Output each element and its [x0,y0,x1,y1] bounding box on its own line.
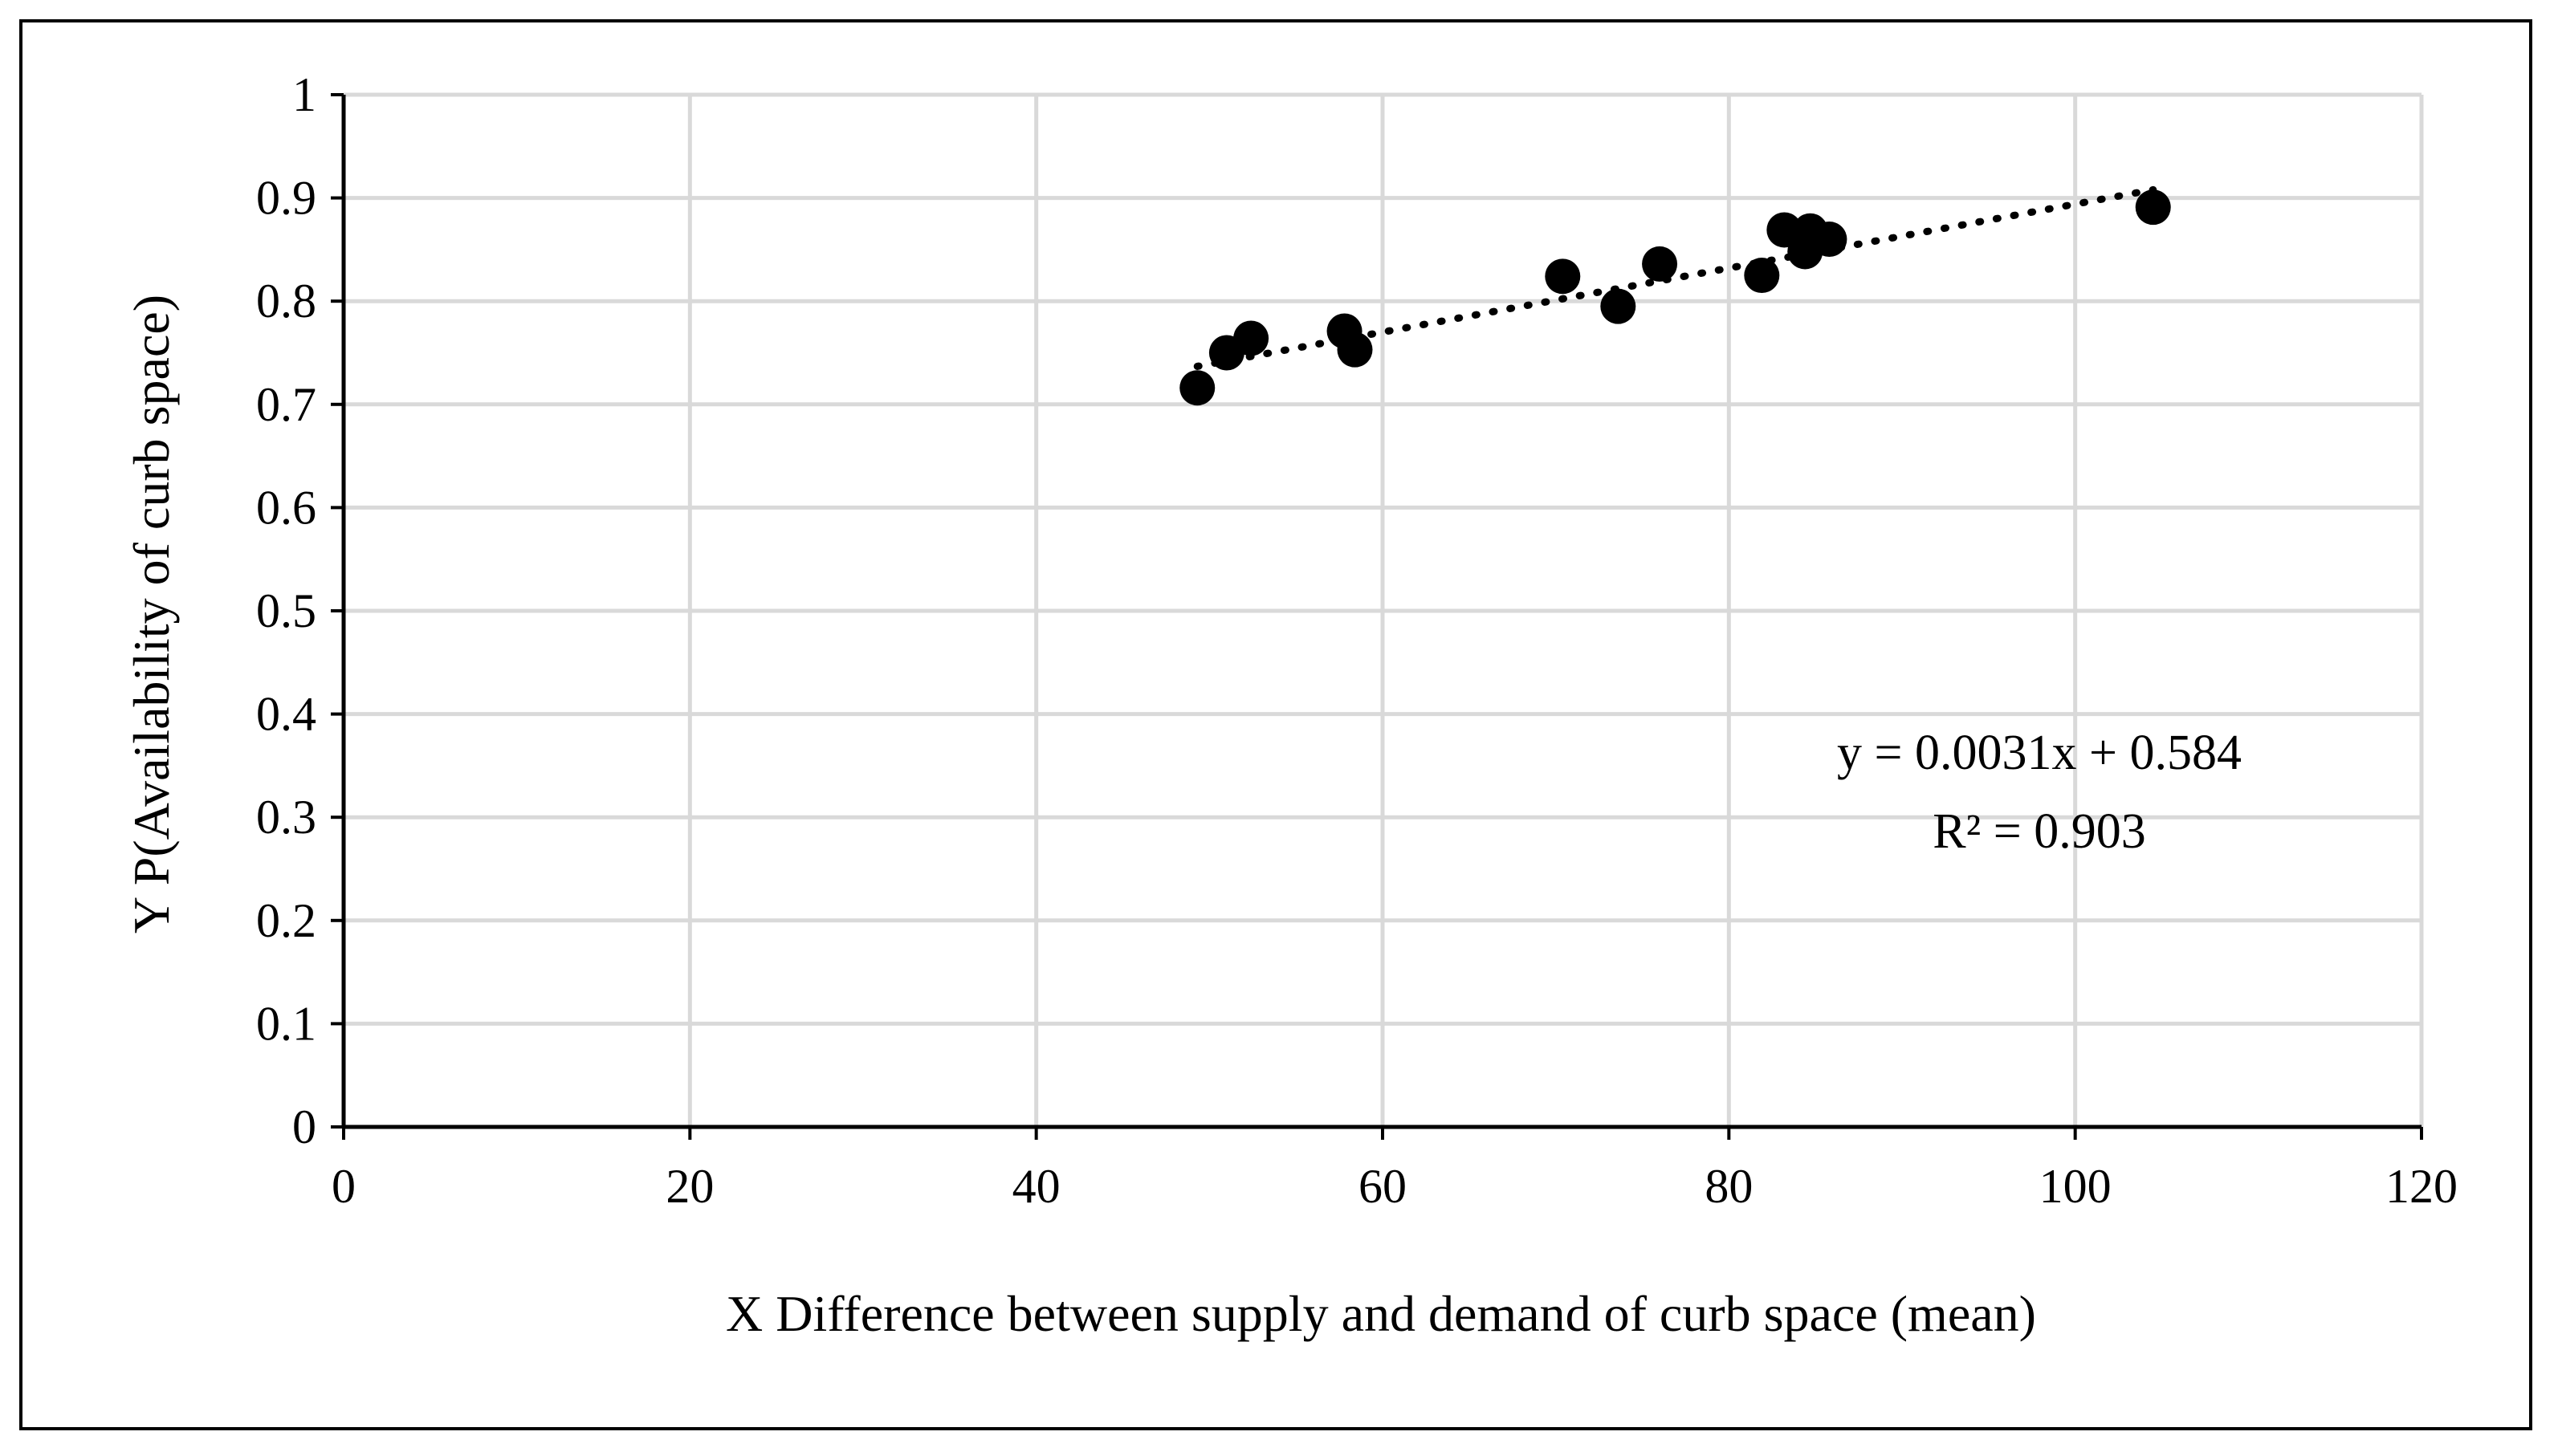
x-tick-label: 0 [332,1160,356,1213]
x-tick-label: 20 [666,1160,714,1213]
r-squared-label: R² = 0.903 [1933,804,2145,859]
y-tick-label: 1 [292,68,316,121]
data-point [1337,331,1373,368]
data-point [1744,258,1780,294]
y-tick-label: 0.4 [256,688,316,741]
x-tick-label: 40 [1012,1160,1061,1213]
data-point [1179,370,1216,406]
chart-frame [19,19,2532,1430]
data-point [1545,258,1581,295]
grid-lines [344,92,2424,1127]
trendline-equation: y = 0.0031x + 0.584 [1837,726,2242,780]
y-tick-label: 0.5 [256,584,316,637]
y-tick-label: 0.7 [256,378,316,431]
data-point [1642,246,1678,282]
data-point [1233,320,1269,356]
data-points [1179,189,2171,406]
x-tick-label: 60 [1358,1160,1407,1213]
x-tick-label: 100 [2039,1160,2112,1213]
y-tick-label: 0.9 [256,172,316,225]
x-tick-label: 80 [1705,1160,1753,1213]
axes [331,93,2423,1140]
data-point [2135,189,2171,226]
data-point [1600,288,1636,324]
y-tick-label: 0 [292,1100,316,1153]
data-point [1811,222,1847,258]
x-axis-title: X Difference between supply and demand o… [726,1285,2036,1342]
tick-labels: 0 0.1 0.2 0.3 0.4 0.5 0.6 0.7 0.8 0.9 1 0 20 40 60 80 10… [256,68,2458,1213]
y-tick-label: 0.1 [256,997,316,1050]
y-axis-title: Y P(Availability of curb space) [123,295,180,933]
y-tick-label: 0.3 [256,791,316,844]
y-tick-label: 0.2 [256,894,316,947]
x-tick-label: 120 [2385,1160,2458,1213]
y-tick-label: 0.6 [256,481,316,534]
y-tick-label: 0.8 [256,275,316,327]
